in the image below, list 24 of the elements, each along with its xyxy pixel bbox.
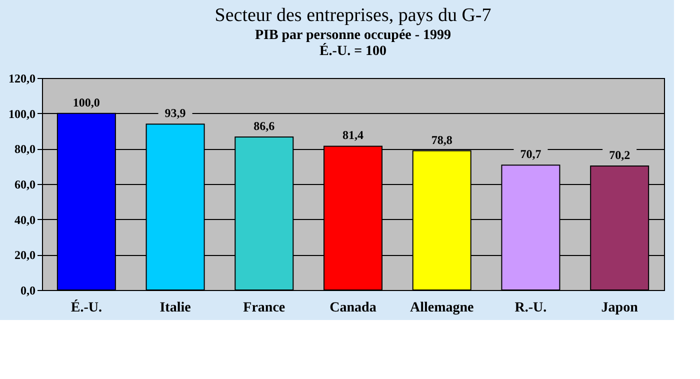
y-tick-label: 40,0 <box>14 212 36 227</box>
y-tick-label: 60,0 <box>14 178 36 192</box>
y-tick-label: 120,0 <box>8 72 36 86</box>
y-tick-label: 100,0 <box>8 106 36 121</box>
data-label: 70,2 <box>609 148 630 162</box>
data-label: 81,4 <box>342 128 364 142</box>
x-tick-label: Allemagne <box>410 300 474 316</box>
x-tick-label: Japon <box>601 300 638 316</box>
data-label: 86,6 <box>254 119 275 134</box>
y-tick-label: 0,0 <box>20 284 36 298</box>
data-label: 100,0 <box>72 95 100 110</box>
data-label: 70,7 <box>520 147 542 162</box>
x-tick-label: France <box>243 300 286 316</box>
x-tick-label: É.-U. <box>70 298 102 316</box>
chart-subtitle: PIB par personne occupée - 1999 <box>254 28 452 43</box>
chart-title: Secteur des entreprises, pays du G-7 <box>214 5 492 26</box>
y-tick-label: 80,0 <box>14 142 36 156</box>
data-label: 93,9 <box>164 106 186 120</box>
data-label: 78,8 <box>431 132 452 147</box>
x-tick-label: Italie <box>160 300 191 316</box>
text: É.-U. = 100 <box>319 42 387 59</box>
x-tick-label: R.-U. <box>514 300 547 316</box>
x-tick-label: Canada <box>330 300 376 316</box>
y-tick-label: 20,0 <box>14 248 36 262</box>
